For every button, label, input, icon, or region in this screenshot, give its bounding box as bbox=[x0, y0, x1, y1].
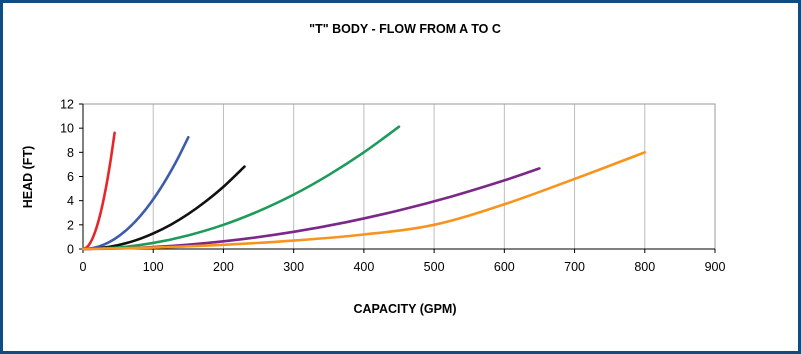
y-tick-label: 4 bbox=[67, 194, 74, 208]
chart-title: "T" BODY - FLOW FROM A TO C bbox=[309, 22, 501, 36]
x-tick-label: 400 bbox=[353, 260, 374, 274]
x-tick-label: 0 bbox=[80, 260, 87, 274]
x-tick-label: 100 bbox=[143, 260, 164, 274]
y-tick-labels: 0 2 4 6 8 10 12 bbox=[60, 98, 74, 257]
axes bbox=[79, 103, 716, 253]
grid-lines bbox=[152, 104, 716, 249]
x-tick-label: 200 bbox=[213, 260, 234, 274]
x-tick-label: 700 bbox=[564, 260, 585, 274]
x-tick-label: 800 bbox=[634, 260, 655, 274]
x-tick-label: 300 bbox=[283, 260, 304, 274]
x-tick-label: 500 bbox=[424, 260, 445, 274]
y-tick-label: 6 bbox=[67, 170, 74, 184]
y-tick-label: 12 bbox=[60, 98, 74, 112]
x-axis-label: CAPACITY (GPM) bbox=[353, 302, 456, 316]
y-tick-label: 8 bbox=[67, 146, 74, 160]
series-line-1 bbox=[81, 131, 116, 251]
series-line-2 bbox=[81, 135, 190, 251]
y-tick-label: 0 bbox=[67, 243, 74, 257]
y-axis-label: HEAD (FT) bbox=[21, 146, 35, 209]
series-line-4 bbox=[81, 125, 401, 251]
series-lines bbox=[81, 125, 647, 251]
x-tick-labels: 0 100 200 300 400 500 600 700 800 900 bbox=[80, 260, 726, 274]
x-tick-label: 600 bbox=[494, 260, 515, 274]
y-tick-label: 10 bbox=[60, 122, 74, 136]
y-tick-label: 2 bbox=[67, 218, 74, 232]
x-tick-label: 900 bbox=[705, 260, 726, 274]
series-line-6 bbox=[81, 151, 647, 251]
series-line-5 bbox=[81, 167, 541, 251]
